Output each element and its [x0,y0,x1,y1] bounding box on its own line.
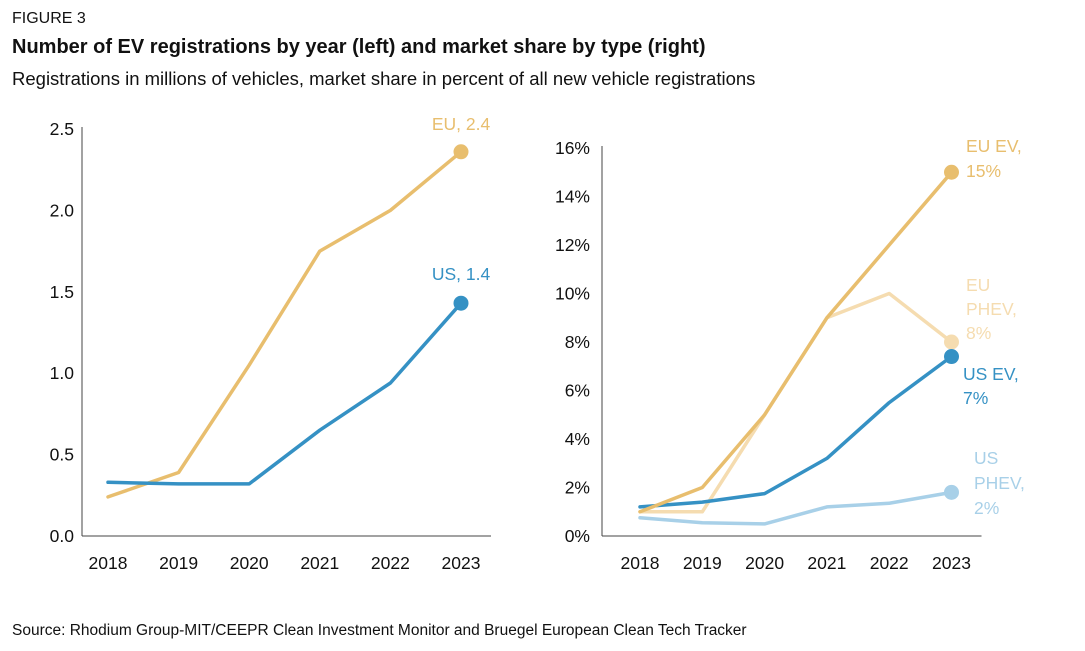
panel2-y-tick-label: 10% [555,284,590,304]
panel2-x-tick-label: 2023 [932,553,971,573]
panel1-x-tick-label: 2020 [230,553,269,573]
series-end-marker-us_ev [944,349,959,365]
series-label-us_phev: US PHEV, 2% [974,448,1025,518]
panel2-y-tick-label: 16% [555,138,590,158]
series-label-line: US, 1.4 [432,264,491,284]
series-label-line: US EV, [963,364,1019,384]
chart-title: Number of EV registrations by year (left… [12,36,706,58]
panel2-x-tick-label: 2018 [621,553,660,573]
series-label-eu: EU, 2.4 [432,114,491,134]
panel1-x-tick-label: 2019 [159,553,198,573]
figure-label: FIGURE 3 [12,10,86,27]
series-label-line: PHEV, [974,473,1025,493]
panel2-y-tick-label: 12% [555,235,590,255]
source-note: Source: Rhodium Group-MIT/CEEPR Clean In… [12,622,747,639]
panel1-y-tick-label: 1.5 [50,282,74,302]
series-label-eu_ev: EU EV, 15% [966,136,1022,181]
series-line-us_phev [638,490,954,526]
panel2-x-tick-label: 2021 [807,553,846,573]
series-line-eu_ev [638,170,954,514]
series-end-marker-eu_ev [944,164,959,180]
series-label-line: 2% [974,498,999,518]
panel1-x-tick-label: 2021 [300,553,339,573]
panel1-x-tick-label: 2023 [442,553,481,573]
series-line-eu_phev [638,291,954,514]
panel2-y-tick-label: 14% [555,187,590,207]
series-label-eu_phev: EU PHEV, 8% [966,275,1017,343]
series-label-line: PHEV, [966,299,1017,319]
series-label-line: EU EV, [966,136,1022,156]
series-end-marker-us_phev [944,484,959,500]
series-label-us: US, 1.4 [432,264,491,284]
panel1-y-tick-label: 0.0 [50,526,75,546]
panel1-x-tick-label: 2018 [89,553,128,573]
panel2-y-tick-label: 0% [565,526,590,546]
series-label-line: US [974,448,998,468]
series-line-eu [106,150,463,499]
series-label-line: EU, 2.4 [432,114,491,134]
panel1-y-tick-label: 1.0 [50,363,75,383]
chart-subtitle: Registrations in millions of vehicles, m… [12,68,756,89]
panel1-y-tick-label: 0.5 [50,445,74,465]
panel1-y-tick-label: 2.5 [50,119,74,139]
series-line-us [106,301,463,486]
panel2-y-tick-label: 4% [565,429,590,449]
series-label-line: 15% [966,161,1001,181]
series-line-us_ev [638,354,954,509]
panel2-x-tick-label: 2019 [683,553,722,573]
series-label-us_ev: US EV, 7% [963,364,1019,408]
series-end-marker-eu_phev [944,334,959,350]
series-label-line: 7% [963,388,988,408]
panel1-y-tick-label: 2.0 [50,200,75,220]
series-label-line: EU [966,275,990,295]
panel2-y-tick-label: 8% [565,332,590,352]
panel1-x-tick-label: 2022 [371,553,410,573]
panel2-y-tick-label: 6% [565,381,590,401]
panel2-x-tick-label: 2020 [745,553,784,573]
panel2-x-tick-label: 2022 [870,553,909,573]
series-end-marker-us [453,295,469,311]
series-label-line: 8% [966,323,991,343]
series-end-marker-eu [453,144,469,160]
panel2-y-tick-label: 2% [565,478,590,498]
